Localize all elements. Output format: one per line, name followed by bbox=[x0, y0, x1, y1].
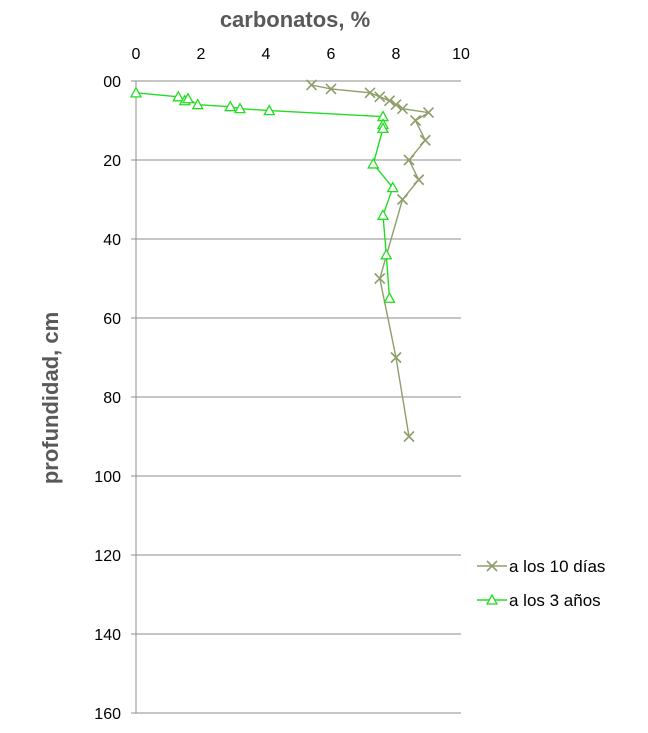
y-axis-title: profundidad, cm bbox=[38, 312, 63, 484]
legend-label: a los 10 días bbox=[509, 557, 605, 576]
y-tick-label: 120 bbox=[94, 548, 121, 565]
legend-item-1: a los 10 días bbox=[477, 557, 605, 576]
data-point bbox=[390, 99, 402, 111]
data-point bbox=[224, 100, 237, 112]
y-tick-labels: 00 20 40 60 80 100 120 140 160 bbox=[94, 74, 121, 723]
y-tick-label: 160 bbox=[94, 706, 121, 723]
data-point bbox=[374, 91, 386, 103]
legend-item-2: a los 3 años bbox=[477, 591, 601, 610]
series-line bbox=[311, 84, 431, 437]
gridlines bbox=[136, 80, 461, 714]
data-point bbox=[383, 291, 396, 303]
y-tick-label: 100 bbox=[94, 469, 121, 486]
data-point bbox=[403, 154, 415, 166]
series-2 bbox=[129, 86, 399, 303]
data-point bbox=[396, 103, 409, 115]
y-tick-label: 00 bbox=[103, 74, 121, 91]
data-point bbox=[422, 107, 435, 119]
x-tick-label: 8 bbox=[392, 46, 401, 63]
y-tick-label: 60 bbox=[103, 311, 121, 328]
legend-marker bbox=[485, 593, 499, 605]
data-point bbox=[263, 104, 276, 116]
data-point bbox=[374, 272, 386, 285]
data-point bbox=[129, 86, 143, 98]
data-point bbox=[419, 134, 431, 146]
legend-marker bbox=[486, 560, 498, 572]
data-point bbox=[403, 430, 415, 443]
data-point bbox=[191, 98, 204, 110]
y-tick-label: 20 bbox=[103, 153, 121, 170]
data-point bbox=[172, 90, 185, 102]
data-point bbox=[409, 114, 422, 127]
data-point bbox=[413, 174, 425, 186]
data-point bbox=[325, 83, 337, 95]
data-point bbox=[376, 208, 390, 220]
data-point bbox=[305, 79, 318, 91]
axes bbox=[131, 80, 137, 714]
y-tick-label: 80 bbox=[103, 390, 121, 407]
x-tick-labels: 0 2 4 6 8 10 bbox=[132, 46, 470, 63]
x-tick-label: 6 bbox=[327, 46, 336, 63]
series-line bbox=[135, 92, 394, 299]
y-tick-label: 40 bbox=[103, 232, 121, 249]
data-point bbox=[386, 181, 399, 193]
data-point bbox=[396, 193, 409, 206]
series-1 bbox=[305, 79, 435, 443]
legend: a los 10 días a los 3 años bbox=[477, 557, 605, 610]
legend-label: a los 3 años bbox=[509, 591, 601, 610]
x-tick-label: 4 bbox=[262, 46, 271, 63]
data-point bbox=[364, 87, 376, 99]
data-point bbox=[233, 102, 247, 114]
x-axis-title: carbonatos, % bbox=[220, 7, 370, 32]
series-group bbox=[129, 79, 435, 443]
data-point bbox=[376, 122, 390, 134]
y-tick-label: 140 bbox=[94, 627, 121, 644]
data-point bbox=[380, 248, 393, 260]
data-point bbox=[383, 95, 396, 107]
x-tick-label: 0 bbox=[132, 46, 141, 63]
data-point bbox=[181, 92, 195, 104]
x-tick-label: 10 bbox=[452, 46, 470, 63]
x-tick-label: 2 bbox=[197, 46, 206, 63]
data-point bbox=[390, 351, 402, 364]
data-point bbox=[367, 157, 380, 169]
